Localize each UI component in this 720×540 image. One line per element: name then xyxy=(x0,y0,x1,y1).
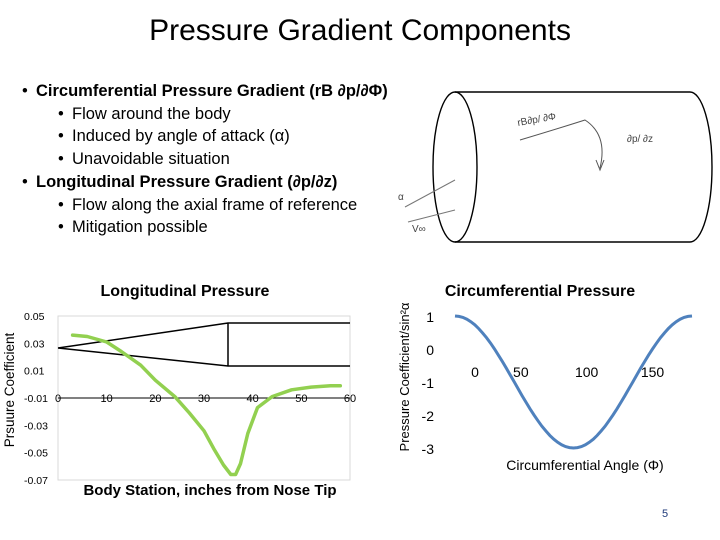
bullet-dot: • xyxy=(58,104,64,123)
y-axis-label: Pressure Coefficient/sin²α xyxy=(397,302,412,451)
page-number: 5 xyxy=(662,508,669,520)
body-profile-outline xyxy=(57,322,350,367)
y-tick-label: -1 xyxy=(422,375,435,391)
bullet-dot: • xyxy=(58,218,64,237)
x-tick-label: 0 xyxy=(471,364,479,380)
bullet-dot: • xyxy=(22,172,28,191)
chart-title: Circumferential Pressure xyxy=(445,283,635,300)
bullet-circumferential: • Circumferential Pressure Gradient (rB ∂… xyxy=(22,80,388,103)
bullet-dot: • xyxy=(58,127,64,146)
bullet-mitigation: • Mitigation possible xyxy=(22,216,388,239)
y-axis-label: Prsuure Coefficient xyxy=(2,332,17,447)
y-tick-label: -2 xyxy=(422,408,435,424)
y-tick-label: -3 xyxy=(422,441,435,457)
x-tick-label: 0 xyxy=(55,393,61,405)
bullet-induced: • Induced by angle of attack (α) xyxy=(22,125,388,148)
plot-area-border xyxy=(57,315,351,481)
label-alpha: α xyxy=(398,192,404,203)
bullet-text: Mitigation possible xyxy=(72,218,208,237)
y-tick-label: 0.03 xyxy=(24,338,45,350)
bullet-dot: • xyxy=(22,82,28,100)
cylinder-body xyxy=(455,91,713,243)
y-tick-label: -0.07 xyxy=(24,475,48,487)
y-tick-label: 0 xyxy=(426,342,434,358)
label-circ-gradient: rB∂p/ ∂Φ xyxy=(517,111,557,129)
circumferential-arrowhead-icon xyxy=(595,159,605,172)
bullet-text: Flow around the body xyxy=(72,104,231,123)
x-axis-label: Circumferential Angle (Φ) xyxy=(506,457,663,473)
bullet-dot: • xyxy=(58,150,64,169)
y-tick-label: -0.01 xyxy=(24,393,48,405)
x-axis-label: Body Station, inches from Nose Tip xyxy=(83,482,336,499)
pressure-series-line xyxy=(454,314,693,450)
bullet-unavoidable: • Unavoidable situation xyxy=(22,148,388,171)
bullet-list: • Circumferential Pressure Gradient (rB ∂… xyxy=(22,80,388,239)
x-tick-label: 100 xyxy=(575,364,599,380)
slide-title: Pressure Gradient Components xyxy=(149,14,571,47)
y-tick-label: -0.03 xyxy=(24,420,48,432)
x-tick-label: 50 xyxy=(295,393,307,405)
x-tick-label: 150 xyxy=(641,364,665,380)
flow-line-upper xyxy=(404,179,456,208)
bullet-text: Circumferential Pressure Gradient (rB ∂p… xyxy=(36,82,388,100)
x-tick-label: 10 xyxy=(101,393,113,405)
bullet-flow-along: • Flow along the axial frame of reference xyxy=(22,194,388,217)
bullet-text: Longitudinal Pressure Gradient (∂p/∂z) xyxy=(36,172,338,191)
y-tick-label: 0.01 xyxy=(24,366,45,378)
y-tick-label: 1 xyxy=(426,309,434,325)
circumferential-arrow-icon xyxy=(519,119,603,169)
x-tick-label: 60 xyxy=(344,393,356,405)
cylinder-front-face xyxy=(432,91,478,243)
pressure-series-line xyxy=(70,333,343,477)
bullet-text: Induced by angle of attack (α) xyxy=(72,127,290,146)
bullet-dot: • xyxy=(58,195,64,214)
y-tick-label: -0.05 xyxy=(24,448,48,460)
chart-title: Longitudinal Pressure xyxy=(101,283,270,300)
x-tick-label: 20 xyxy=(149,393,161,405)
bullet-flow-around: • Flow around the body xyxy=(22,103,388,126)
bullet-longitudinal: • Longitudinal Pressure Gradient (∂p/∂z) xyxy=(22,171,388,194)
y-tick-label: 0.05 xyxy=(24,311,45,323)
flow-line-lower xyxy=(407,209,456,223)
bullet-text: Flow along the axial frame of reference xyxy=(72,195,358,214)
x-tick-label: 30 xyxy=(198,393,210,405)
x-tick-label: 50 xyxy=(513,364,529,380)
x-tick-label: 40 xyxy=(247,393,259,405)
label-long-gradient: ∂p/ ∂z xyxy=(627,134,653,145)
bullet-text: Unavoidable situation xyxy=(72,150,230,169)
label-v-inf: V∞ xyxy=(412,224,426,235)
